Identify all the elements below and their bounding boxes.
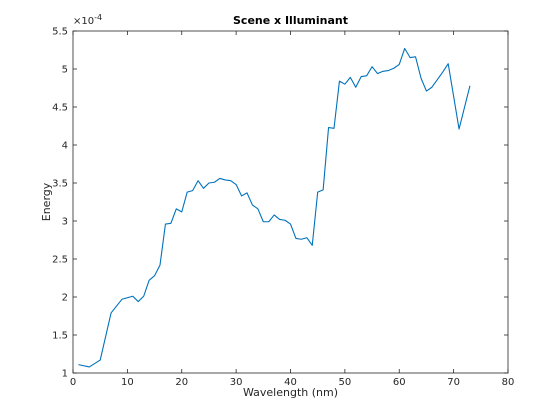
y-tick-label: 5.5 (52, 27, 68, 38)
y-tick-label: 1.5 (52, 331, 68, 342)
y-axis-exponent-base: ×10 (73, 16, 94, 27)
y-tick-label: 2.5 (52, 255, 68, 266)
chart-title: Scene x Illuminant (233, 14, 348, 27)
y-axis-exponent-power: -4 (94, 13, 102, 22)
y-axis-exponent: ×10-4 (73, 13, 102, 27)
tick-labels: 0 10 20 30 40 50 60 70 80 1 1.5 2 2.5 3 3.5 4 4.5 5 5.5 (52, 27, 514, 389)
y-tick-label: 4.5 (52, 103, 68, 114)
x-tick-label: 70 (447, 377, 460, 388)
x-tick-label: 30 (230, 377, 243, 388)
plot-area (72, 30, 509, 374)
x-axis-label: Wavelength (nm) (243, 386, 338, 399)
y-axis-label: Energy (40, 182, 53, 221)
y-tick-label: 5 (62, 65, 68, 76)
y-tick-label: 1 (62, 369, 68, 380)
y-tick-label: 3.5 (52, 179, 68, 190)
x-tick-label: 80 (502, 377, 515, 388)
x-tick-label: 50 (339, 377, 352, 388)
y-tick-label: 2 (62, 293, 68, 304)
x-tick-label: 10 (121, 377, 134, 388)
ticks (72, 30, 509, 374)
y-tick-label: 4 (62, 141, 68, 152)
x-tick-label: 40 (284, 377, 297, 388)
x-tick-label: 60 (393, 377, 406, 388)
x-tick-label: 0 (70, 377, 76, 388)
y-tick-label: 3 (62, 217, 68, 228)
x-tick-label: 20 (175, 377, 188, 388)
series-line (78, 47, 471, 368)
